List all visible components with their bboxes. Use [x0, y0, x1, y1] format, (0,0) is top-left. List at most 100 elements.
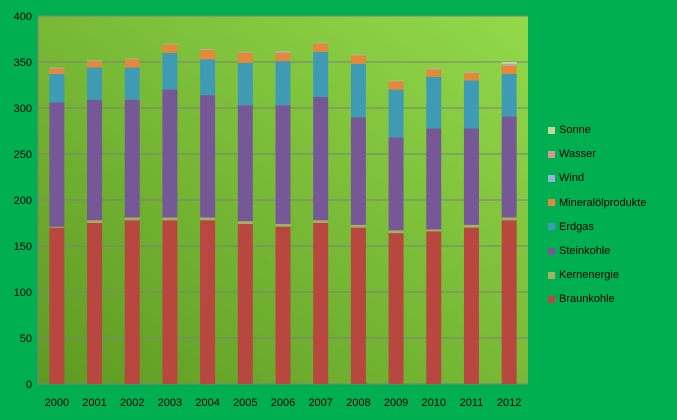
bar-segment-erdgas-2008	[350, 63, 366, 118]
legend-label: Erdgas	[559, 220, 594, 233]
bar-segment-kernenergie-2007	[313, 220, 329, 223]
y-tick-label: 0	[26, 379, 32, 391]
legend-label: Wasser	[559, 148, 596, 161]
x-tick-label: 2009	[384, 397, 408, 409]
legend-swatch	[548, 247, 555, 255]
legend-label: Mineralölprodukte	[559, 196, 647, 209]
bar-segment-kernenergie-2003	[162, 217, 178, 221]
bar-segment-braunkohle-2008	[350, 227, 366, 384]
legend-item: Wasser	[548, 142, 646, 166]
bar-segment-braunkohle-2004	[200, 220, 216, 384]
bar-segment-kernenergie-2011	[463, 224, 479, 228]
y-tick-label: 50	[20, 333, 32, 345]
bar-segment-mineralölprodukte-2010	[426, 69, 442, 77]
legend-label: Braunkohle	[559, 293, 615, 306]
legend-item: Erdgas	[548, 215, 646, 239]
bar-segment-braunkohle-2002	[124, 220, 140, 384]
bar-segment-braunkohle-2000	[49, 227, 65, 384]
y-tick-label: 350	[14, 57, 32, 69]
bar-segment-steinkohle-2003	[162, 89, 178, 218]
legend-swatch	[548, 150, 555, 158]
legend-swatch	[548, 199, 555, 207]
bar-segment-erdgas-2011	[463, 80, 479, 129]
bar-segment-steinkohle-2011	[463, 128, 479, 225]
bar-segment-steinkohle-2005	[237, 105, 253, 222]
bar-segment-kernenergie-2008	[350, 224, 366, 228]
x-tick-label: 2002	[120, 397, 144, 409]
bar-segment-steinkohle-2001	[87, 99, 103, 221]
legend-label: Wind	[559, 172, 585, 185]
bar-segment-erdgas-2009	[388, 89, 404, 138]
legend-item: Mineralölprodukte	[548, 191, 646, 215]
bar-segment-erdgas-2006	[275, 61, 291, 106]
x-tick-label: 2008	[346, 397, 370, 409]
bar-segment-mineralölprodukte-2005	[237, 52, 253, 63]
bar-segment-kernenergie-2009	[388, 230, 404, 234]
y-tick-label: 200	[14, 195, 32, 207]
x-tick-label: 2012	[497, 397, 521, 409]
bar-segment-mineralölprodukte-2004	[200, 50, 216, 60]
bar-segment-braunkohle-2003	[162, 220, 178, 384]
legend-label: Steinkohle	[559, 245, 611, 258]
bar-segment-erdgas-2005	[237, 62, 253, 106]
bar-segment-wasser-2012	[501, 63, 517, 65]
x-tick-label: 2003	[158, 397, 182, 409]
legend-label: Sonne	[559, 124, 591, 137]
bar-segment-mineralölprodukte-2001	[87, 61, 103, 68]
bar-segment-erdgas-2001	[87, 67, 103, 100]
bar-segment-steinkohle-2006	[275, 105, 291, 224]
y-tick-label: 300	[14, 103, 32, 115]
x-tick-label: 2004	[195, 397, 219, 409]
bar-segment-wind-2006	[275, 51, 291, 53]
bar-segment-kernenergie-2005	[237, 221, 253, 224]
bar-segment-braunkohle-2010	[426, 231, 442, 384]
bar-segment-erdgas-2007	[313, 51, 329, 97]
legend-swatch	[548, 174, 555, 182]
bar-segment-mineralölprodukte-2009	[388, 81, 404, 90]
bar-segment-kernenergie-2002	[124, 217, 140, 221]
legend-swatch	[548, 126, 555, 134]
bar-segment-mineralölprodukte-2007	[313, 43, 329, 52]
bar-segment-braunkohle-2011	[463, 227, 479, 384]
bar-segment-steinkohle-2012	[501, 116, 517, 218]
legend-item: Steinkohle	[548, 239, 646, 263]
x-tick-label: 2010	[422, 397, 446, 409]
bar-segment-steinkohle-2008	[350, 117, 366, 225]
bar-segment-kernenergie-2012	[501, 217, 517, 221]
bar-segment-kernenergie-2006	[275, 223, 291, 227]
legend-swatch	[548, 271, 555, 279]
bar-segment-braunkohle-2012	[501, 220, 517, 384]
bar-segment-mineralölprodukte-2011	[463, 73, 479, 81]
bar-segment-steinkohle-2004	[200, 95, 216, 218]
legend-item: Braunkohle	[548, 287, 646, 311]
bar-segment-erdgas-2003	[162, 52, 178, 90]
legend-item: Sonne	[548, 118, 646, 142]
bar-segment-steinkohle-2002	[124, 99, 140, 218]
bar-segment-steinkohle-2000	[49, 102, 65, 227]
legend-item: Kernenergie	[548, 263, 646, 287]
x-tick-label: 2005	[233, 397, 257, 409]
legend-swatch	[548, 295, 555, 303]
bar-segment-erdgas-2004	[200, 59, 216, 96]
bar-segment-erdgas-2012	[501, 73, 517, 117]
bar-segment-braunkohle-2009	[388, 233, 404, 384]
bar-segment-steinkohle-2010	[426, 128, 442, 230]
x-tick-label: 2001	[82, 397, 106, 409]
bar-segment-steinkohle-2007	[313, 96, 329, 221]
bar-segment-erdgas-2002	[124, 67, 140, 100]
x-tick-label: 2011	[460, 397, 484, 409]
y-tick-label: 250	[14, 149, 32, 161]
legend-item: Wind	[548, 166, 646, 190]
bar-segment-mineralölprodukte-2012	[501, 65, 517, 74]
x-tick-label: 2007	[308, 397, 332, 409]
bar-segment-mineralölprodukte-2008	[350, 55, 366, 64]
bar-segment-erdgas-2010	[426, 76, 442, 129]
bar-segment-mineralölprodukte-2002	[124, 59, 140, 68]
bar-segment-mineralölprodukte-2000	[49, 68, 65, 74]
bar-segment-mineralölprodukte-2003	[162, 44, 178, 53]
legend: Sonne Wasser Wind Mineralölprodukte Erdgas St…	[548, 118, 646, 312]
bar-segment-sonne-2012	[501, 62, 517, 64]
bar-segment-kernenergie-2004	[200, 217, 216, 221]
bar-segment-braunkohle-2006	[275, 226, 291, 384]
